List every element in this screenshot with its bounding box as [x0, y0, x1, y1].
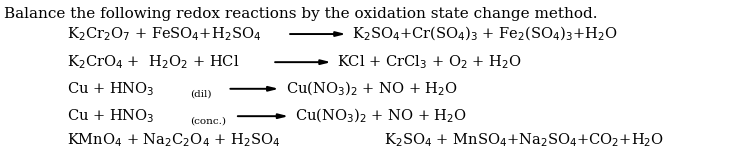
Text: Cu + HNO$_3$: Cu + HNO$_3$ [67, 107, 154, 125]
Text: (conc.): (conc.) [190, 117, 226, 126]
Text: K$_2$SO$_4$+Cr(SO$_4$)$_3$ + Fe$_2$(SO$_4$)$_3$+H$_2$O: K$_2$SO$_4$+Cr(SO$_4$)$_3$ + Fe$_2$(SO$_… [352, 25, 618, 43]
Text: Cu(NO$_3$)$_2$ + NO + H$_2$O: Cu(NO$_3$)$_2$ + NO + H$_2$O [286, 80, 458, 98]
Text: Balance the following redox reactions by the oxidation state change method.: Balance the following redox reactions by… [4, 7, 598, 21]
Text: KCl + CrCl$_3$ + O$_2$ + H$_2$O: KCl + CrCl$_3$ + O$_2$ + H$_2$O [337, 53, 522, 71]
Text: KMnO$_4$ + Na$_2$C$_2$O$_4$ + H$_2$SO$_4$: KMnO$_4$ + Na$_2$C$_2$O$_4$ + H$_2$SO$_4… [67, 131, 280, 148]
Text: K$_2$Cr$_2$O$_7$ + FeSO$_4$+H$_2$SO$_4$: K$_2$Cr$_2$O$_7$ + FeSO$_4$+H$_2$SO$_4$ [67, 25, 261, 43]
Text: Cu + HNO$_3$: Cu + HNO$_3$ [67, 80, 154, 98]
Text: K$_2$CrO$_4$ +  H$_2$O$_2$ + HCl: K$_2$CrO$_4$ + H$_2$O$_2$ + HCl [67, 53, 239, 71]
Text: (dil): (dil) [190, 90, 212, 98]
Text: K$_2$SO$_4$ + MnSO$_4$+Na$_2$SO$_4$+CO$_2$+H$_2$O: K$_2$SO$_4$ + MnSO$_4$+Na$_2$SO$_4$+CO$_… [384, 131, 665, 148]
Text: Cu(NO$_3$)$_2$ + NO + H$_2$O: Cu(NO$_3$)$_2$ + NO + H$_2$O [295, 107, 467, 125]
